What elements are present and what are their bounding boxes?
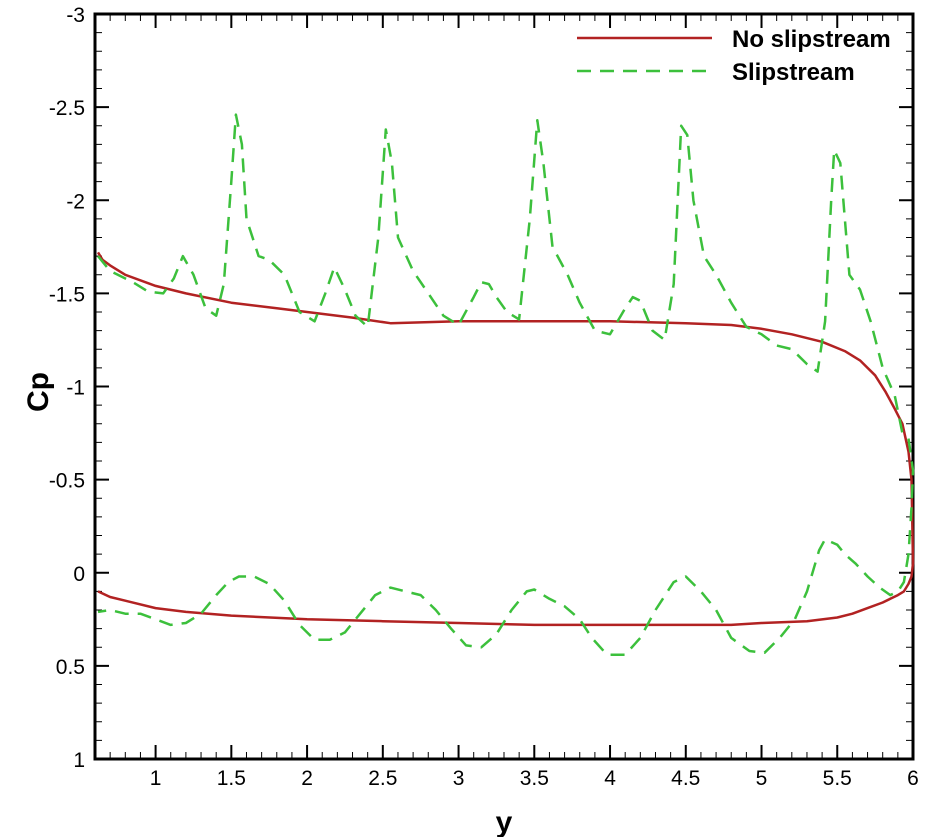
x-tick-label: 3.5 bbox=[520, 767, 549, 790]
plot-frame bbox=[93, 12, 915, 761]
x-tick-label: 5 bbox=[756, 767, 768, 790]
x-tick-label: 3 bbox=[453, 767, 465, 790]
y-tick-labels: -3 -2.5 -2 -1.5 -1 -0.5 0 0.5 1 bbox=[49, 4, 85, 772]
minor-ticks bbox=[95, 13, 914, 760]
y-tick-label: -3 bbox=[66, 4, 85, 27]
y-tick-label: 0 bbox=[73, 563, 85, 586]
x-tick-label: 6 bbox=[907, 767, 919, 790]
x-tick-label: 2 bbox=[301, 767, 313, 790]
x-tick-label: 2.5 bbox=[368, 767, 397, 790]
legend-label-no-slipstream: No slipstream bbox=[732, 26, 891, 53]
x-tick-label: 1.5 bbox=[217, 767, 246, 790]
series-line-slipstream bbox=[97, 113, 915, 656]
y-tick-label: -0.5 bbox=[49, 470, 85, 493]
x-tick-labels: 1 1.5 2 2.5 3 3.5 4 4.5 5 5.5 6 bbox=[150, 767, 919, 790]
y-tick-label: -2 bbox=[66, 190, 85, 213]
major-ticks bbox=[95, 13, 914, 760]
x-tick-label: 4.5 bbox=[671, 767, 700, 790]
y-tick-label: 0.5 bbox=[56, 656, 85, 679]
y-axis-title: Cp bbox=[22, 372, 55, 412]
series-layer bbox=[96, 113, 915, 656]
legend-label-slipstream: Slipstream bbox=[732, 59, 855, 86]
x-axis-title: y bbox=[496, 806, 513, 837]
x-tick-label: 4 bbox=[604, 767, 616, 790]
series-line-no-slipstream bbox=[96, 251, 915, 627]
x-tick-label: 1 bbox=[150, 767, 162, 790]
y-tick-label: -1.5 bbox=[49, 283, 85, 306]
x-tick-label: 5.5 bbox=[823, 767, 852, 790]
legend: No slipstream Slipstream bbox=[577, 26, 891, 86]
y-tick-label: -1 bbox=[66, 377, 85, 400]
y-tick-label: -2.5 bbox=[49, 97, 85, 120]
y-tick-label: 1 bbox=[73, 749, 85, 772]
